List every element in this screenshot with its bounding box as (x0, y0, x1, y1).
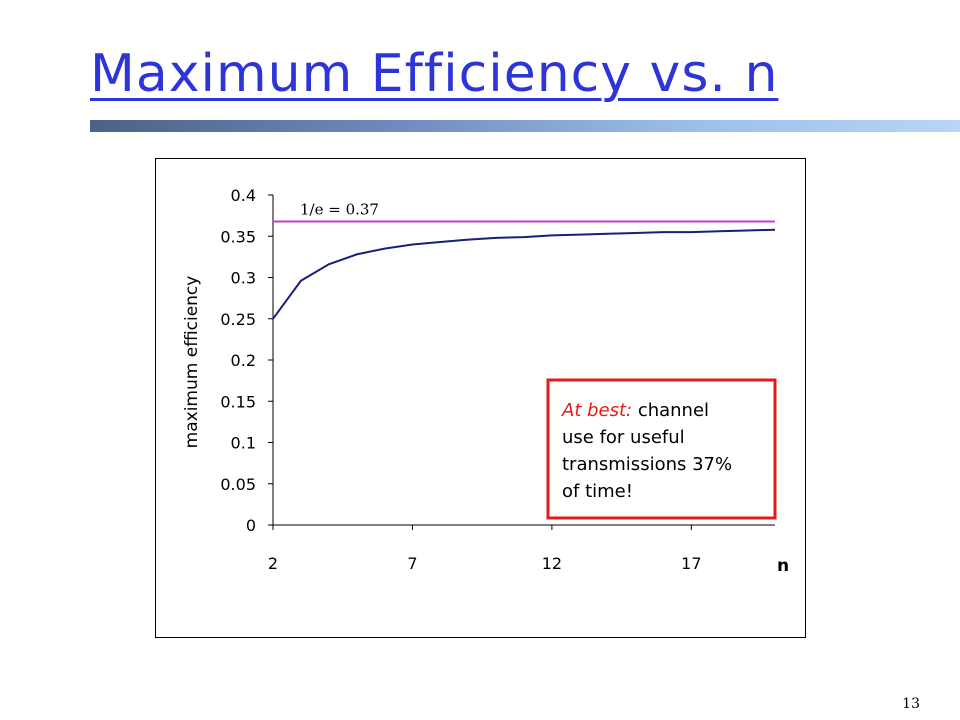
callout-line-3: transmissions 37% (562, 454, 732, 475)
callout-line-4: of time! (562, 481, 633, 502)
reference-line-label: 1/e = 0.37 (300, 200, 379, 218)
y-tick-label: 0.3 (231, 269, 256, 288)
series-line (272, 228, 776, 320)
x-tick-label: 17 (681, 554, 701, 573)
y-tick-label: 0.1 (231, 434, 256, 453)
y-axis-label: maximum efficiency (182, 276, 202, 449)
title-underline-bar (90, 120, 960, 132)
callout-text: At best: channel use for useful transmis… (561, 400, 738, 502)
y-tick-label: 0.05 (220, 475, 256, 494)
callout-box (546, 378, 777, 520)
slide-title: Maximum Efficiency vs. n (90, 44, 779, 104)
x-tick-label: 7 (407, 554, 417, 573)
y-tick-label: 0.4 (231, 186, 256, 205)
callout-emphasis: At best: (561, 400, 632, 421)
x-tick-label: 2 (268, 554, 278, 573)
x-axis-label: n (777, 556, 789, 576)
callout-line-2: use for useful (562, 427, 685, 448)
page-number: 13 (902, 696, 920, 712)
x-axis-ticks: 2 7 12 17 (268, 525, 702, 573)
y-tick-label: 0.35 (220, 227, 256, 246)
y-tick-label: 0.15 (220, 392, 256, 411)
x-tick-label: 12 (542, 554, 562, 573)
y-tick-label: 0.2 (231, 351, 256, 370)
y-tick-label: 0 (246, 516, 256, 535)
y-axis-ticks: 0 0.05 0.1 0.15 0.2 0.25 0.3 0.35 0.4 (220, 186, 273, 535)
y-tick-label: 0.25 (220, 310, 256, 329)
callout-line-1: channel (632, 400, 709, 421)
